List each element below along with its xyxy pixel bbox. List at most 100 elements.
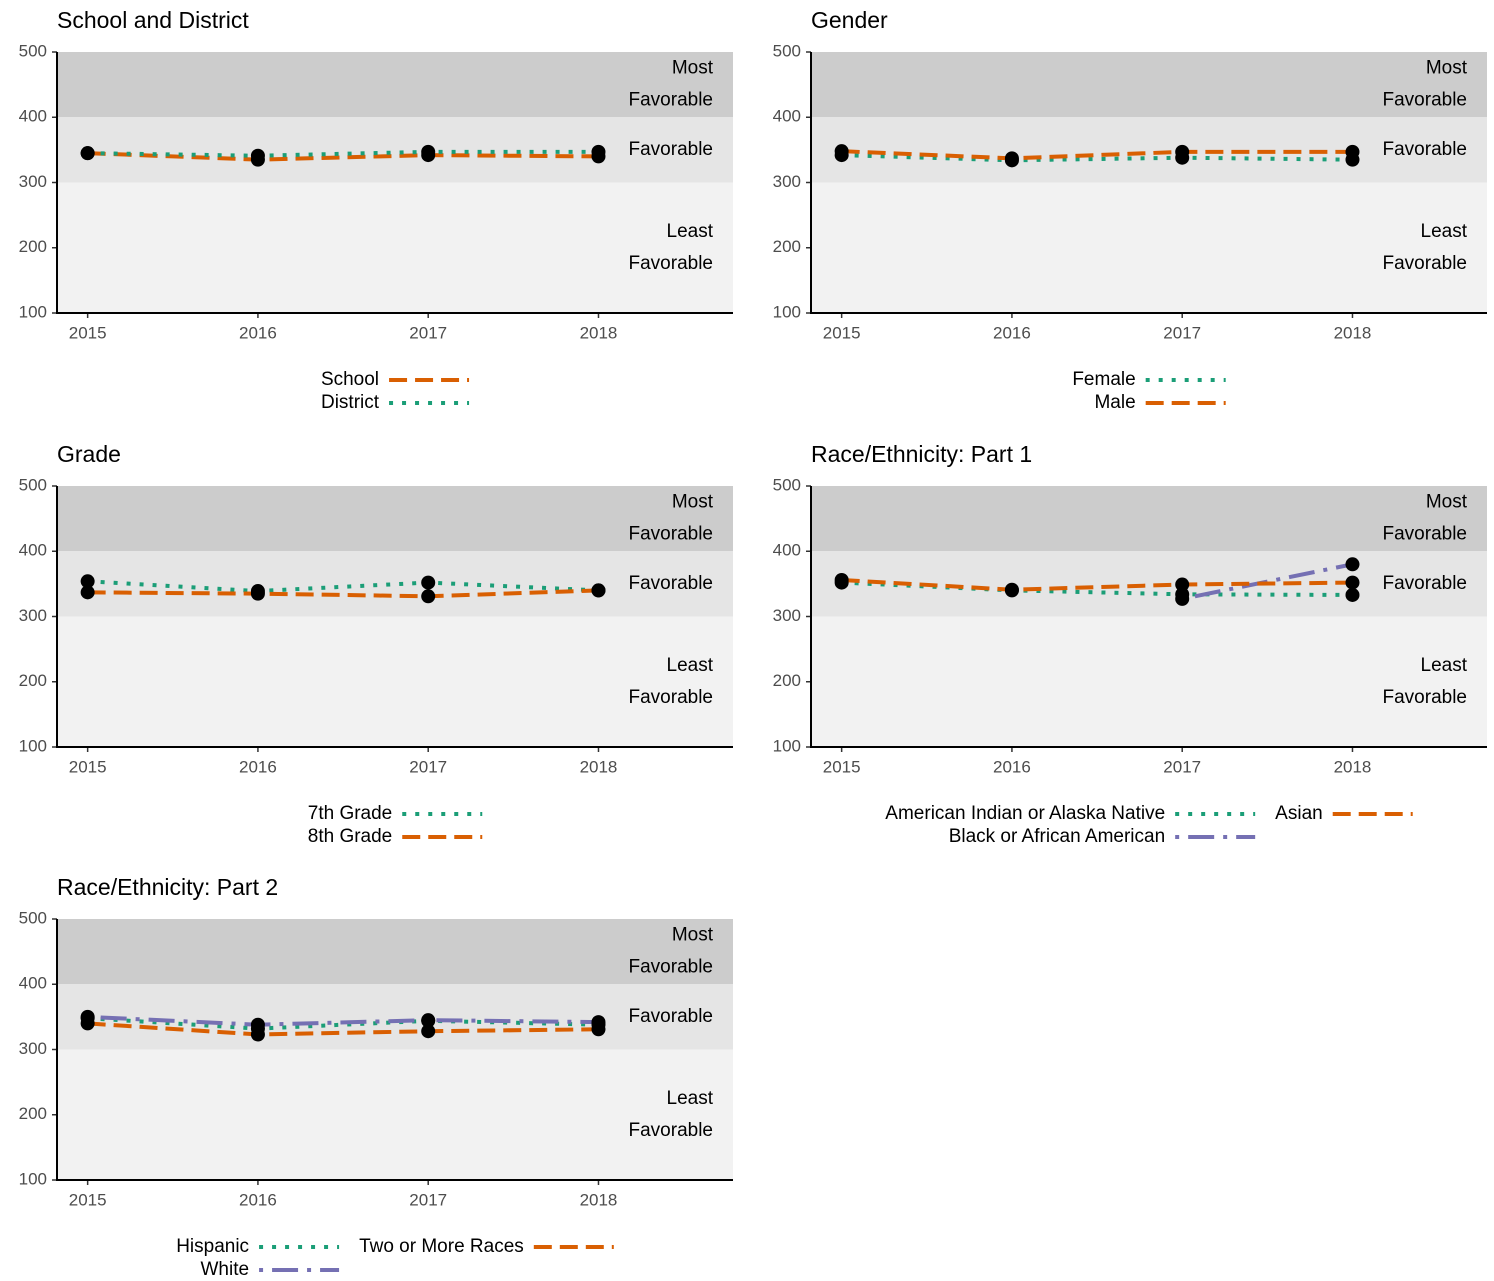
y-tick-label: 200	[19, 237, 47, 256]
data-point	[834, 144, 849, 159]
band-label: Most	[1426, 58, 1468, 79]
band	[811, 182, 1487, 313]
x-tick-label: 2017	[409, 757, 447, 776]
series-line	[87, 588, 599, 599]
band	[57, 1049, 733, 1180]
legend-label: American Indian or Alaska Native	[885, 803, 1165, 824]
band-label: Least	[667, 655, 714, 676]
x-tick-label: 2018	[1334, 757, 1372, 776]
band-label: Favorable	[629, 1120, 714, 1141]
legend-label: 8th Grade	[308, 826, 393, 847]
y-tick-label: 300	[773, 606, 801, 625]
band-label: Least	[1421, 655, 1468, 676]
band-label: Favorable	[629, 524, 714, 545]
x-tick-label: 2018	[1334, 323, 1372, 342]
band-label: Favorable	[629, 90, 714, 111]
x-tick-label: 2015	[69, 323, 107, 342]
x-tick-label: 2016	[993, 757, 1031, 776]
legend-label: Asian	[1275, 803, 1323, 824]
data-point	[1175, 577, 1190, 592]
y-tick-label: 100	[773, 302, 801, 321]
y-tick-label: 300	[19, 1039, 47, 1058]
band-label: Favorable	[629, 687, 714, 708]
data-point	[80, 1016, 95, 1031]
band-label: Favorable	[629, 957, 714, 978]
data-point	[421, 589, 436, 604]
legend-label: District	[321, 392, 380, 413]
y-tick-label: 300	[773, 172, 801, 191]
panel-title: Race/Ethnicity: Part 1	[811, 441, 1032, 467]
data-point	[250, 1017, 265, 1032]
data-point	[421, 1024, 436, 1039]
y-tick-label: 100	[19, 1169, 47, 1188]
x-tick-label: 2017	[1163, 323, 1201, 342]
panel-title: Race/Ethnicity: Part 2	[57, 874, 278, 900]
band	[57, 616, 733, 747]
x-tick-label: 2015	[69, 1190, 107, 1209]
legend-label: White	[200, 1259, 249, 1276]
x-tick-label: 2018	[580, 323, 618, 342]
data-point	[250, 1027, 265, 1042]
data-point	[1345, 575, 1360, 590]
x-tick-label: 2016	[993, 323, 1031, 342]
y-tick-label: 400	[773, 541, 801, 560]
data-point	[1345, 587, 1360, 602]
band-label: Favorable	[629, 573, 714, 594]
x-tick-label: 2018	[580, 1190, 618, 1209]
band-label: Least	[667, 1088, 714, 1109]
legend-label: 7th Grade	[308, 803, 393, 824]
band	[811, 117, 1487, 183]
x-tick-label: 2015	[69, 757, 107, 776]
x-tick-label: 2017	[409, 1190, 447, 1209]
data-point	[80, 574, 95, 589]
band	[811, 486, 1487, 552]
band-label: Favorable	[1383, 253, 1468, 274]
y-tick-label: 200	[19, 1104, 47, 1123]
x-tick-label: 2016	[239, 757, 277, 776]
band-label: Most	[672, 492, 714, 513]
band-label: Favorable	[629, 1006, 714, 1027]
band-label: Least	[667, 221, 714, 242]
y-tick-label: 200	[773, 671, 801, 690]
data-point	[591, 583, 606, 598]
data-point	[80, 146, 95, 161]
series-line	[87, 1014, 599, 1027]
band	[57, 551, 733, 617]
series-line	[87, 1021, 599, 1037]
x-tick-label: 2017	[1163, 757, 1201, 776]
y-tick-label: 100	[19, 302, 47, 321]
y-tick-label: 300	[19, 606, 47, 625]
y-tick-label: 500	[773, 475, 801, 494]
y-tick-label: 500	[19, 41, 47, 60]
band-label: Favorable	[1383, 139, 1468, 160]
panel-title: Grade	[57, 441, 121, 467]
data-point	[250, 586, 265, 601]
band	[811, 52, 1487, 118]
data-point	[1175, 591, 1190, 606]
band-label: Most	[672, 925, 714, 946]
y-tick-label: 400	[773, 107, 801, 126]
data-point	[421, 144, 436, 159]
data-point	[1345, 557, 1360, 572]
panel-title: Gender	[811, 7, 888, 33]
x-tick-label: 2015	[823, 757, 861, 776]
x-tick-label: 2018	[580, 757, 618, 776]
series-line	[841, 577, 1353, 592]
band-label: Least	[1421, 221, 1468, 242]
band-label: Favorable	[629, 253, 714, 274]
x-tick-label: 2017	[409, 323, 447, 342]
y-tick-label: 500	[19, 475, 47, 494]
band-label: Most	[1426, 492, 1468, 513]
y-tick-label: 400	[19, 107, 47, 126]
series-line	[841, 149, 1353, 161]
y-tick-label: 300	[19, 172, 47, 191]
legend-label: Black or African American	[949, 826, 1165, 847]
data-point	[421, 1013, 436, 1028]
data-point	[1004, 151, 1019, 166]
y-tick-label: 400	[19, 541, 47, 560]
legend-label: Hispanic	[176, 1236, 249, 1257]
legend-label: School	[321, 369, 379, 390]
